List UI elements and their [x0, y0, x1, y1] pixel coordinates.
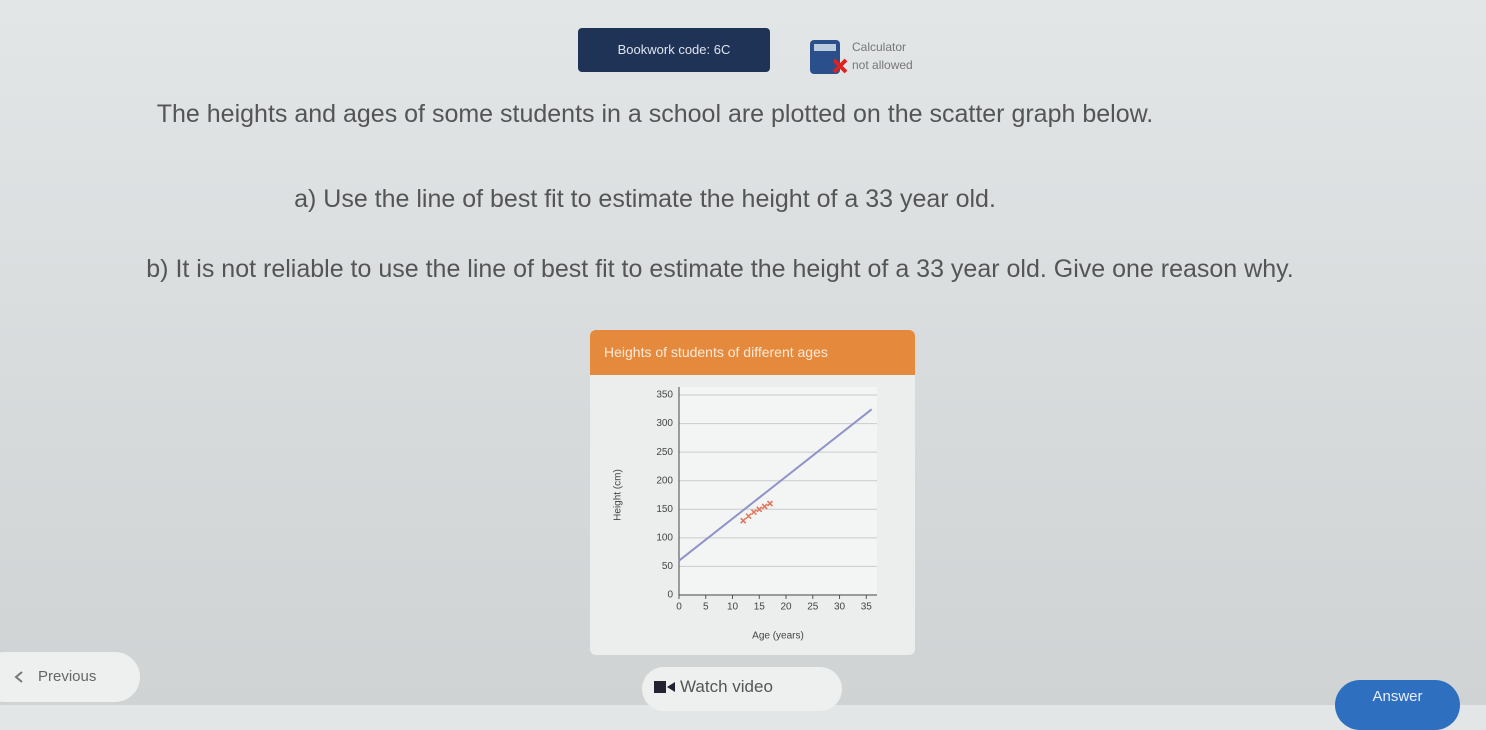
x-tick-label: 30 [834, 602, 846, 613]
y-tick-label: 250 [656, 447, 673, 458]
x-axis-label: Age (years) [752, 631, 804, 642]
plot-area [679, 387, 877, 595]
calculator-note: not allowed [852, 58, 913, 72]
previous-button[interactable]: Previous [0, 652, 140, 702]
y-tick-label: 200 [656, 475, 673, 486]
y-tick-label: 350 [656, 390, 673, 401]
chart: Height (cm) Age (years) 0501001502002503… [613, 387, 877, 642]
scatter-point [766, 500, 774, 507]
x-tick-label: 20 [780, 602, 792, 613]
y-tick-label: 300 [656, 418, 673, 429]
x-tick-label: 10 [727, 602, 739, 613]
x-tick-label: 25 [807, 602, 819, 613]
question-part-a: a) Use the line of best fit to estimate … [294, 185, 996, 213]
calculator-label: Calculator [852, 40, 907, 54]
scatter-point [756, 506, 763, 513]
scatter-point [740, 517, 747, 524]
y-axis-label: Height (cm) [613, 469, 624, 521]
watch-video-label: Watch video [680, 677, 773, 696]
y-tick-label: 0 [667, 590, 673, 601]
x-tick-label: 35 [861, 602, 873, 613]
answer-button[interactable]: Answer [1335, 680, 1460, 730]
scatter-point [761, 503, 768, 510]
previous-label: Previous [38, 668, 97, 685]
y-tick-label: 100 [656, 532, 673, 543]
chevron-icon [14, 671, 23, 683]
chart-title: Heights of students of different ages [590, 330, 915, 375]
y-tick-label: 150 [656, 504, 673, 515]
calculator-icon [810, 40, 848, 74]
y-tick-label: 50 [662, 561, 674, 572]
question-intro: The heights and ages of some students in… [156, 100, 1154, 128]
x-tick-label: 5 [703, 602, 709, 613]
question-part-b: b) It is not reliable to use the line of… [146, 255, 1294, 283]
line-of-best-fit [678, 408, 873, 562]
scatter-point [750, 509, 757, 516]
x-tick-label: 0 [676, 602, 682, 613]
bookwork-code[interactable]: Bookwork code: 6C [578, 28, 770, 72]
x-tick-label: 15 [754, 602, 766, 613]
scatter-point [745, 513, 752, 520]
watch-video-button[interactable]: Watch video [642, 667, 842, 711]
video-icon [654, 681, 675, 693]
chart-card: Heights of students of different ages He… [590, 330, 915, 655]
